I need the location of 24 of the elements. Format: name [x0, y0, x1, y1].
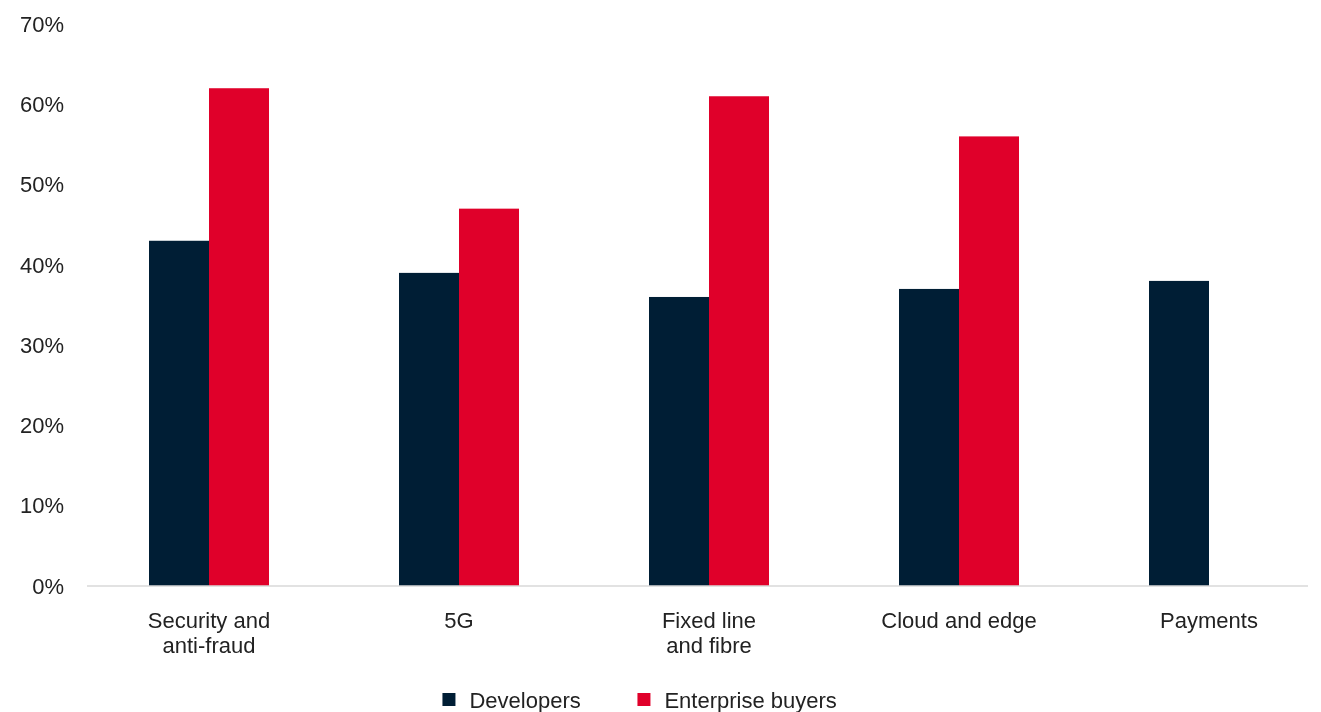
y-tick-label: 60% [19, 91, 64, 117]
y-tick-label: 30% [19, 332, 64, 358]
x-tick-label: Cloud and edge [881, 607, 1037, 633]
bar [709, 96, 769, 586]
y-tick-label: 20% [19, 413, 64, 439]
bar [649, 296, 709, 586]
y-tick-label: 40% [19, 252, 64, 278]
y-tick-label: 0% [32, 573, 64, 599]
x-tick-label: 5G [444, 607, 474, 633]
bar [209, 88, 269, 586]
bar [459, 208, 519, 586]
y-tick-label: 10% [19, 493, 64, 519]
y-tick-label: 70% [19, 11, 64, 37]
x-tick-label: Fixed line and fibre [661, 607, 757, 658]
bar [399, 272, 459, 586]
bar [149, 240, 209, 586]
x-tick-label: Payments [1160, 607, 1258, 633]
bar [899, 288, 959, 586]
legend-label: Developers [469, 687, 581, 712]
bar [1149, 280, 1209, 586]
y-tick-label: 50% [19, 172, 64, 198]
x-tick-label: Security and anti-fraud [147, 607, 271, 658]
legend-label: Enterprise buyers [664, 687, 837, 712]
bar [959, 136, 1019, 586]
